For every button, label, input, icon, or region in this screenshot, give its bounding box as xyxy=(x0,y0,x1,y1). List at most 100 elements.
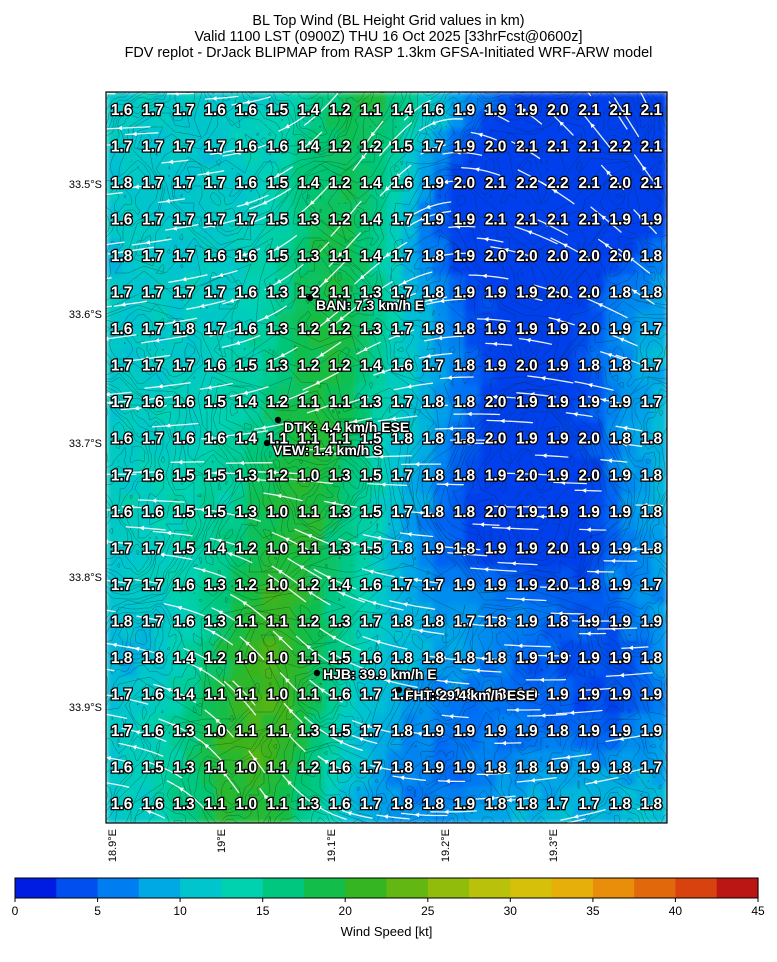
svg-text:1.8: 1.8 xyxy=(422,394,444,411)
svg-text:1.6: 1.6 xyxy=(235,321,257,338)
svg-text:1.7: 1.7 xyxy=(204,211,226,228)
svg-text:1.9: 1.9 xyxy=(547,358,569,375)
svg-text:1.5: 1.5 xyxy=(329,650,351,667)
svg-text:1.1: 1.1 xyxy=(329,394,351,411)
svg-text:1.7: 1.7 xyxy=(578,796,600,813)
svg-text:1.8: 1.8 xyxy=(609,431,631,448)
svg-text:1.7: 1.7 xyxy=(204,138,226,155)
svg-text:1.6: 1.6 xyxy=(111,321,133,338)
svg-text:1.9: 1.9 xyxy=(516,504,538,521)
svg-text:1.9: 1.9 xyxy=(547,321,569,338)
svg-text:2.1: 2.1 xyxy=(609,102,631,119)
svg-text:1.4: 1.4 xyxy=(235,431,257,448)
svg-text:1.1: 1.1 xyxy=(360,102,382,119)
svg-text:1.9: 1.9 xyxy=(609,723,631,740)
svg-text:1.8: 1.8 xyxy=(422,431,444,448)
svg-text:2.0: 2.0 xyxy=(578,285,600,302)
svg-text:2.0: 2.0 xyxy=(609,175,631,192)
svg-text:1.8: 1.8 xyxy=(422,248,444,265)
svg-text:1.9: 1.9 xyxy=(516,394,538,411)
svg-text:1.7: 1.7 xyxy=(391,211,413,228)
svg-text:1.9: 1.9 xyxy=(485,102,507,119)
svg-text:1.9: 1.9 xyxy=(578,394,600,411)
svg-text:1.1: 1.1 xyxy=(329,248,351,265)
svg-text:1.0: 1.0 xyxy=(267,504,289,521)
svg-text:1.8: 1.8 xyxy=(641,796,663,813)
svg-text:1.1: 1.1 xyxy=(298,504,320,521)
svg-text:1.9: 1.9 xyxy=(454,211,476,228)
svg-text:1.9: 1.9 xyxy=(516,321,538,338)
svg-text:1.3: 1.3 xyxy=(329,614,351,631)
svg-text:1.9: 1.9 xyxy=(609,577,631,594)
svg-text:1.6: 1.6 xyxy=(235,285,257,302)
svg-text:1.9: 1.9 xyxy=(609,211,631,228)
svg-text:1.7: 1.7 xyxy=(111,138,133,155)
svg-text:1.9: 1.9 xyxy=(641,687,663,704)
svg-text:1.8: 1.8 xyxy=(609,358,631,375)
svg-text:1.8: 1.8 xyxy=(641,285,663,302)
svg-text:1.7: 1.7 xyxy=(391,577,413,594)
svg-text:1.9: 1.9 xyxy=(609,504,631,521)
svg-text:33.7°S: 33.7°S xyxy=(69,438,102,450)
svg-text:2.1: 2.1 xyxy=(547,211,569,228)
svg-text:1.7: 1.7 xyxy=(173,102,195,119)
svg-text:1.4: 1.4 xyxy=(204,540,226,557)
svg-text:2.0: 2.0 xyxy=(485,504,507,521)
svg-text:1.7: 1.7 xyxy=(391,467,413,484)
svg-text:1.2: 1.2 xyxy=(360,138,382,155)
svg-text:1.7: 1.7 xyxy=(391,248,413,265)
svg-text:1.2: 1.2 xyxy=(329,175,351,192)
svg-text:1.7: 1.7 xyxy=(142,321,164,338)
svg-text:1.5: 1.5 xyxy=(142,760,164,777)
svg-text:1.9: 1.9 xyxy=(422,175,444,192)
svg-text:1.3: 1.3 xyxy=(360,394,382,411)
svg-text:2.0: 2.0 xyxy=(485,394,507,411)
svg-text:1.8: 1.8 xyxy=(516,796,538,813)
svg-text:1.6: 1.6 xyxy=(111,760,133,777)
svg-text:1.7: 1.7 xyxy=(360,760,382,777)
svg-text:1.8: 1.8 xyxy=(111,175,133,192)
svg-text:1.7: 1.7 xyxy=(360,723,382,740)
svg-text:1.9: 1.9 xyxy=(485,577,507,594)
svg-text:1.6: 1.6 xyxy=(142,796,164,813)
svg-text:1.8: 1.8 xyxy=(391,723,413,740)
svg-text:1.6: 1.6 xyxy=(142,723,164,740)
svg-text:1.9: 1.9 xyxy=(641,723,663,740)
svg-text:HJB: 39.9 km/h E: HJB: 39.9 km/h E xyxy=(323,666,437,682)
svg-text:1.8: 1.8 xyxy=(485,796,507,813)
svg-text:1.8: 1.8 xyxy=(111,248,133,265)
svg-text:1.8: 1.8 xyxy=(454,467,476,484)
svg-text:1.9: 1.9 xyxy=(454,760,476,777)
svg-text:1.9: 1.9 xyxy=(641,614,663,631)
svg-text:Wind Speed [kt]: Wind Speed [kt] xyxy=(341,924,433,939)
svg-text:2.1: 2.1 xyxy=(485,211,507,228)
svg-text:1.5: 1.5 xyxy=(267,248,289,265)
svg-text:1.4: 1.4 xyxy=(173,650,195,667)
svg-text:2.1: 2.1 xyxy=(516,138,538,155)
svg-text:1.8: 1.8 xyxy=(454,321,476,338)
svg-text:1.5: 1.5 xyxy=(204,467,226,484)
svg-text:1.8: 1.8 xyxy=(391,614,413,631)
svg-text:1.9: 1.9 xyxy=(578,687,600,704)
svg-text:1.6: 1.6 xyxy=(204,102,226,119)
svg-text:2.0: 2.0 xyxy=(609,248,631,265)
svg-text:1.7: 1.7 xyxy=(204,321,226,338)
svg-text:1.8: 1.8 xyxy=(485,650,507,667)
svg-text:1.6: 1.6 xyxy=(267,138,289,155)
svg-text:19.2°E: 19.2°E xyxy=(440,829,452,862)
svg-text:2.1: 2.1 xyxy=(641,102,663,119)
svg-text:1.8: 1.8 xyxy=(485,614,507,631)
svg-text:2.0: 2.0 xyxy=(578,321,600,338)
svg-text:1.2: 1.2 xyxy=(298,321,320,338)
svg-text:1.7: 1.7 xyxy=(142,614,164,631)
svg-text:1.0: 1.0 xyxy=(298,467,320,484)
svg-text:2.1: 2.1 xyxy=(641,138,663,155)
svg-text:1.1: 1.1 xyxy=(267,796,289,813)
svg-text:1.3: 1.3 xyxy=(204,614,226,631)
svg-text:1.9: 1.9 xyxy=(516,431,538,448)
svg-text:1.1: 1.1 xyxy=(267,760,289,777)
svg-text:1.7: 1.7 xyxy=(422,138,444,155)
svg-text:1.6: 1.6 xyxy=(173,431,195,448)
svg-text:1.2: 1.2 xyxy=(329,138,351,155)
svg-text:1.6: 1.6 xyxy=(329,687,351,704)
